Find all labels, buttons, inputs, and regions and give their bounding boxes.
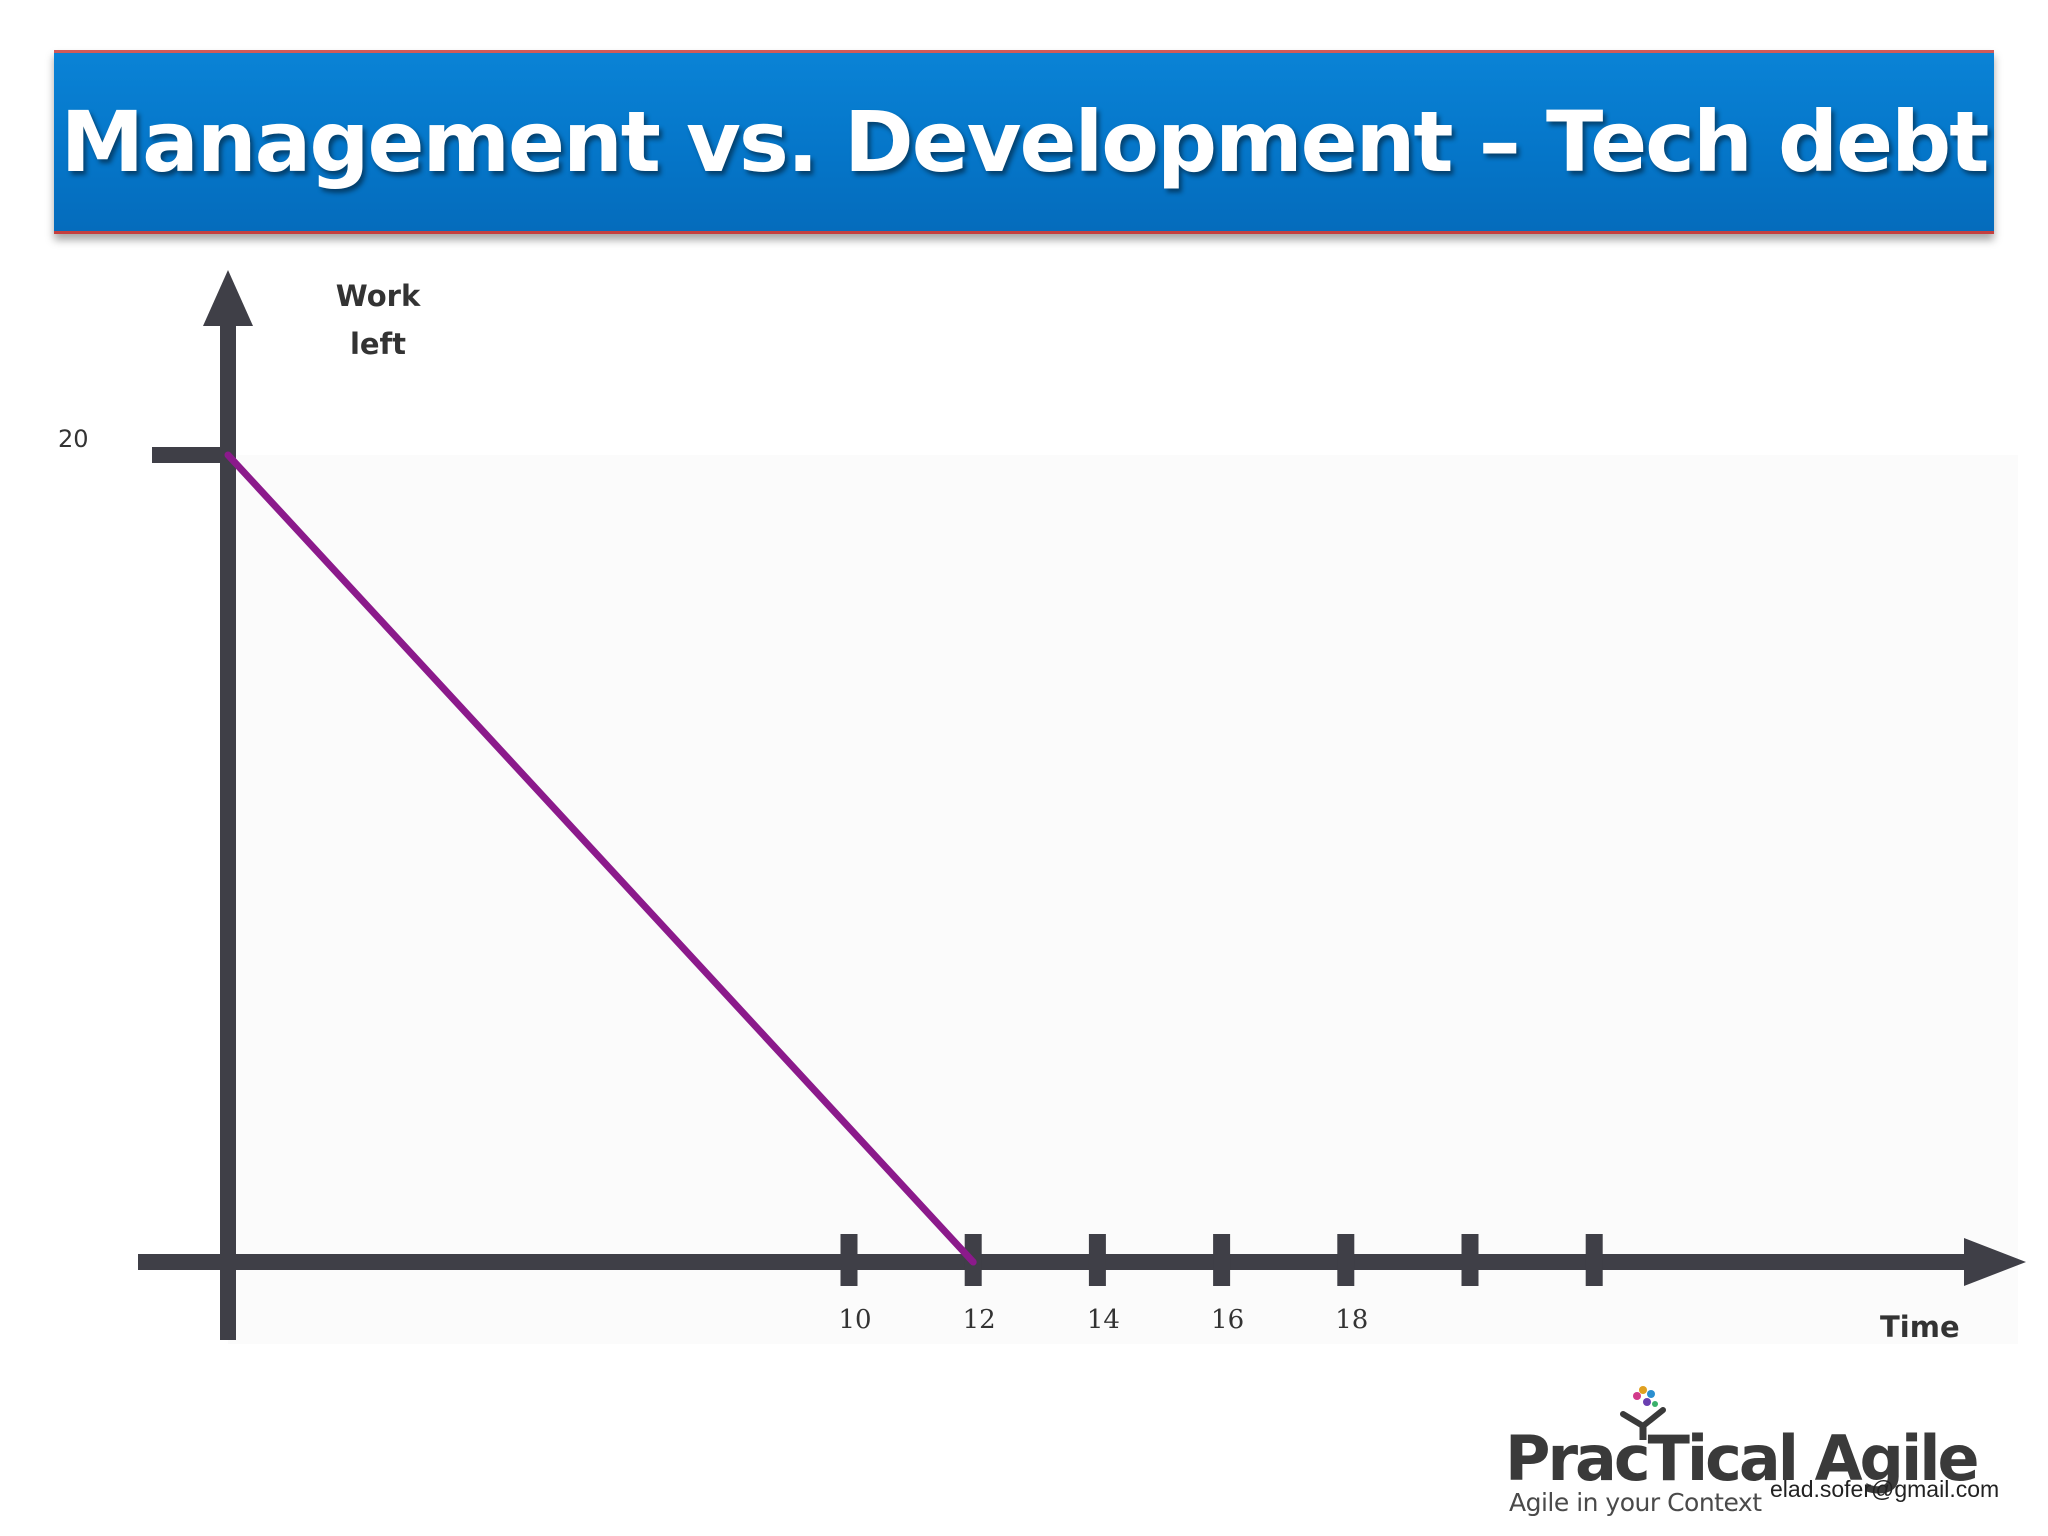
contact-email: elad.sofer@gmail.com bbox=[1770, 1476, 2000, 1502]
ticks bbox=[152, 447, 1603, 1286]
tick-labels: 20 10 12 14 16 18 bbox=[58, 425, 1368, 1335]
x-tick-label-16: 16 bbox=[1211, 1305, 1244, 1335]
y-axis-arrow bbox=[203, 270, 253, 326]
x-tick-label-14: 14 bbox=[1087, 1305, 1120, 1335]
title-bar: Management vs. Development – Tech debt bbox=[54, 50, 1994, 234]
logo-figure-icon bbox=[1620, 1386, 1666, 1440]
x-axis-label: Time bbox=[1880, 1310, 1960, 1344]
axes bbox=[138, 270, 2026, 1344]
series-line-0 bbox=[224, 451, 977, 1266]
logo-tagline: Agile in your Context bbox=[1509, 1488, 1762, 1517]
practical-agile-logo: PracTical Agile Agile in your Context bbox=[1505, 1380, 1979, 1520]
y-tick-label-20: 20 bbox=[58, 425, 89, 453]
x-tick-label-12: 12 bbox=[963, 1305, 996, 1335]
plot-background bbox=[228, 455, 2018, 1344]
logo-name: PracTical Agile bbox=[1505, 1422, 1979, 1495]
y-axis-label: Work left bbox=[335, 279, 421, 361]
slide-title: Management vs. Development – Tech debt bbox=[60, 93, 1990, 191]
x-tick-label-18: 18 bbox=[1335, 1305, 1368, 1335]
series bbox=[224, 451, 977, 1266]
x-tick-label-10: 10 bbox=[838, 1305, 871, 1335]
x-axis-arrow bbox=[1964, 1238, 2026, 1286]
